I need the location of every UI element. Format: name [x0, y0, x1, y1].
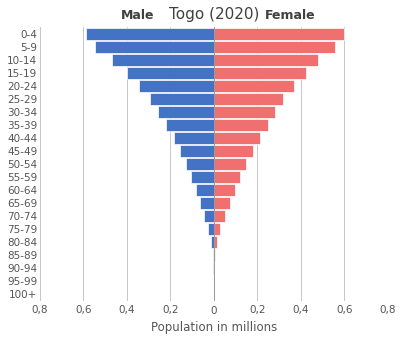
Bar: [85, 28, 214, 40]
Bar: [214, 145, 253, 157]
Bar: [208, 223, 214, 235]
Bar: [139, 80, 214, 92]
Text: Male: Male: [120, 9, 154, 22]
Bar: [214, 67, 306, 79]
Bar: [200, 197, 214, 209]
Bar: [213, 249, 214, 261]
Bar: [214, 93, 283, 105]
Bar: [158, 106, 214, 118]
Bar: [214, 80, 294, 92]
Title: Togo (2020): Togo (2020): [169, 7, 259, 22]
Bar: [214, 197, 230, 209]
Bar: [214, 54, 318, 66]
Bar: [214, 106, 275, 118]
Bar: [127, 67, 214, 79]
Bar: [174, 132, 214, 144]
Bar: [214, 236, 217, 248]
Bar: [150, 93, 214, 105]
Bar: [214, 158, 246, 170]
Bar: [211, 236, 214, 248]
Bar: [112, 54, 214, 66]
Bar: [214, 28, 344, 40]
Bar: [180, 145, 214, 157]
Bar: [204, 210, 214, 222]
Bar: [96, 41, 214, 53]
Bar: [214, 249, 215, 261]
Bar: [186, 158, 214, 170]
Bar: [214, 210, 225, 222]
Bar: [214, 184, 235, 196]
Bar: [214, 132, 260, 144]
Bar: [214, 223, 220, 235]
Bar: [214, 171, 239, 183]
Bar: [166, 119, 214, 131]
Bar: [196, 184, 214, 196]
Bar: [214, 119, 268, 131]
Bar: [214, 41, 334, 53]
Bar: [191, 171, 214, 183]
X-axis label: Population in millions: Population in millions: [151, 321, 277, 334]
Text: Female: Female: [265, 9, 316, 22]
